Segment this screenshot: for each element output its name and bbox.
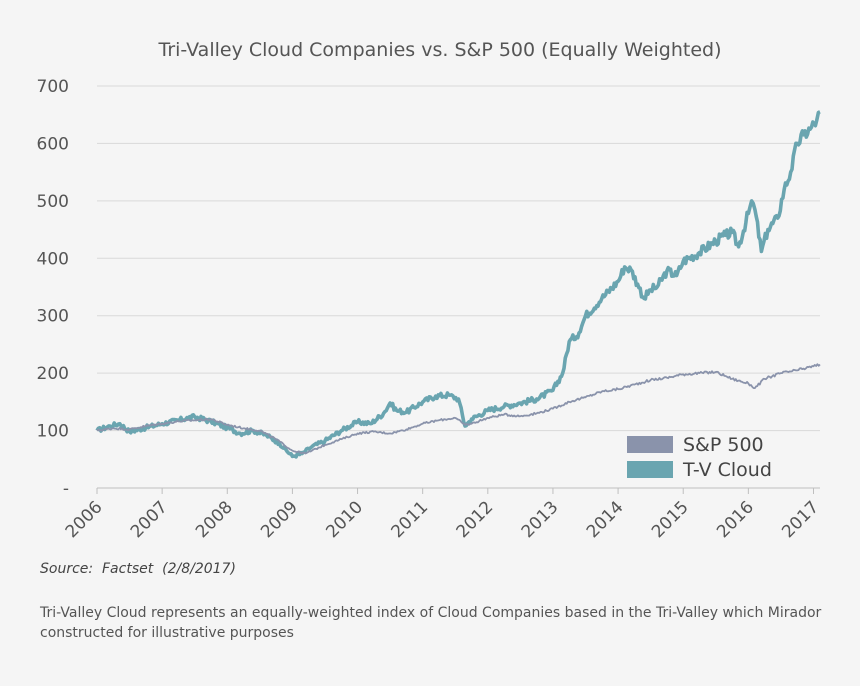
legend-swatch: [627, 436, 673, 453]
series-line-t-v-cloud: [95, 110, 821, 459]
legend-label: T-V Cloud: [682, 459, 772, 481]
grid-lines: [97, 85, 820, 432]
x-tick-label: 2012: [453, 497, 498, 542]
y-tick-label: 200: [37, 364, 69, 384]
x-tick-label: 2016: [713, 497, 758, 542]
y-tick-label: 100: [37, 422, 69, 442]
legend: S&P 500 T-V Cloud: [627, 434, 772, 481]
x-tick-label: 2007: [127, 497, 172, 542]
x-tick-label: 2006: [62, 497, 107, 542]
y-tick-label: 400: [37, 249, 69, 269]
y-tick-label: -: [63, 479, 69, 499]
x-axis: 2006 2007 2008 2009 2010 2011 2012 2013 2014 2015…: [62, 487, 823, 542]
legend-label: S&P 500: [683, 434, 764, 456]
y-axis: - 100 200 300 400 500 600 700: [37, 77, 69, 499]
y-tick-label: 700: [37, 77, 69, 97]
series-lines: [95, 110, 821, 459]
chart-title: Tri-Valley Cloud Companies vs. S&P 500 (…: [158, 39, 722, 61]
y-tick-label: 500: [37, 192, 69, 212]
x-tick-label: 2015: [648, 497, 693, 542]
x-tick-label: 2008: [192, 497, 237, 542]
footnote: Tri-Valley Cloud represents an equally-w…: [40, 605, 822, 641]
y-tick-label: 300: [37, 307, 69, 327]
y-tick-label: 600: [37, 134, 69, 154]
x-tick-label: 2014: [583, 497, 628, 542]
x-tick-label: 2009: [257, 497, 302, 542]
legend-swatch: [627, 461, 673, 478]
x-tick-label: 2017: [778, 497, 823, 542]
x-tick-label: 2011: [387, 497, 432, 542]
series-line-s-p-500: [96, 363, 821, 455]
x-tick-label: 2013: [518, 497, 563, 542]
source-note: Source: Factset (2/8/2017): [40, 561, 236, 577]
x-tick-label: 2010: [322, 497, 367, 542]
